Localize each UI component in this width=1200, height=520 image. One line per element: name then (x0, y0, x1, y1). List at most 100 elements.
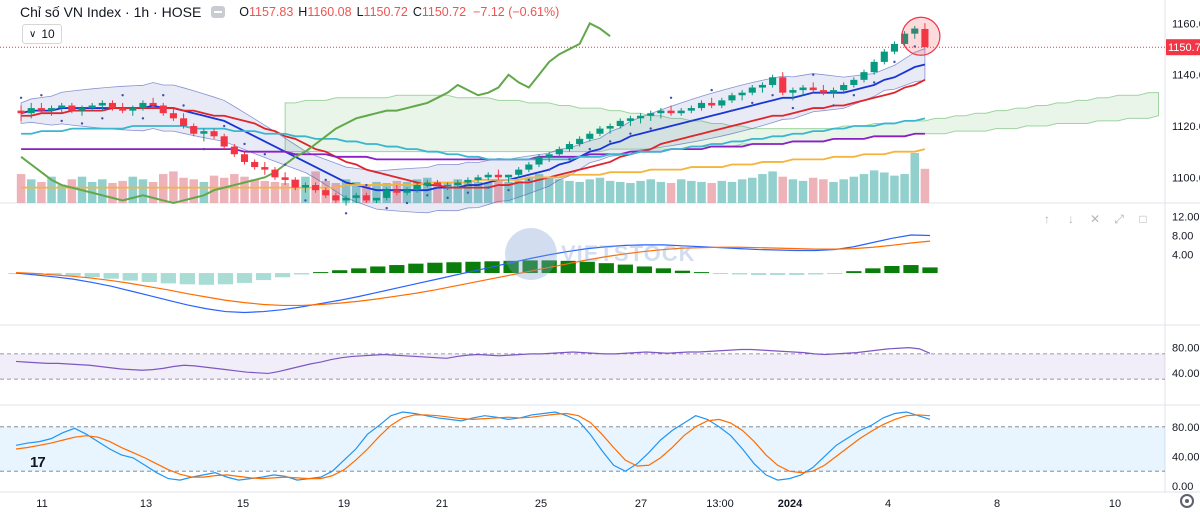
volume-bar (666, 183, 676, 203)
candle-body (667, 110, 675, 114)
volume-bar (260, 180, 270, 203)
candle-body (565, 143, 574, 150)
volume-bar (798, 180, 808, 203)
candle-body (403, 190, 411, 193)
macd-tick-label: 8.00 (1172, 230, 1193, 242)
time-tick-label: 27 (635, 498, 647, 510)
macd-histogram-bar (541, 260, 557, 274)
macd-histogram-bar (712, 273, 729, 275)
candle-body (281, 177, 289, 180)
gear-icon[interactable] (1180, 494, 1194, 508)
candle-body (555, 149, 563, 155)
candle-body (37, 108, 45, 111)
macd-histogram-bar (598, 263, 614, 274)
sar-dot (202, 147, 206, 151)
symbol-title[interactable]: Chỉ số VN Index · 1h · HOSE (20, 4, 202, 20)
arrow-up-icon[interactable]: ↑ (1044, 212, 1050, 226)
candle-body (180, 118, 188, 127)
candle-body (637, 115, 645, 119)
volume-bar (839, 179, 848, 203)
candle-body (799, 87, 807, 91)
time-tick-label: 13 (140, 498, 152, 510)
restore-icon[interactable]: □ (1139, 212, 1147, 226)
sar-dot (283, 163, 287, 166)
volume-bar (778, 176, 788, 203)
volume-bar (849, 176, 859, 203)
sar-dot (405, 201, 409, 205)
sar-dot (466, 191, 470, 194)
volume-bar (656, 181, 666, 203)
sar-dot (304, 199, 307, 202)
macd-histogram-bar (922, 267, 938, 274)
arrow-down-icon[interactable]: ↓ (1068, 212, 1074, 226)
candle-body (647, 113, 655, 116)
volume-bar (189, 179, 198, 203)
volume-bar (910, 153, 920, 203)
volume-bar (646, 179, 655, 203)
maximize-icon[interactable]: ⤢ (1114, 212, 1124, 226)
candle-body (444, 185, 452, 187)
candle-body (88, 105, 96, 109)
sar-dot (344, 212, 348, 215)
rsi-tick-label: 40.00 (1172, 368, 1200, 380)
low-value: L1150.72 (356, 5, 408, 19)
candle-body (139, 102, 147, 109)
eye-icon[interactable] (211, 6, 226, 18)
volume-bar (270, 181, 280, 203)
macd-histogram-bar (332, 270, 348, 274)
volume-bar (494, 179, 503, 203)
sar-dot (771, 94, 774, 97)
candle-body (829, 90, 838, 93)
sar-dot (547, 168, 551, 171)
time-tick-label: 19 (338, 498, 350, 510)
price-axis: 1160.00 1140.00 1120.00 1100.00 1150.7 12.00 8… (1166, 18, 1200, 493)
volume-bar (240, 176, 249, 203)
macd-histogram-bar (84, 273, 100, 278)
stoch-band (0, 426, 1165, 472)
candle-body (27, 108, 35, 114)
candle-body (515, 169, 523, 175)
candle-body (210, 131, 218, 137)
volume-bar (341, 179, 351, 203)
macd-histogram-bar (274, 273, 291, 278)
candle-body (98, 102, 106, 106)
vietstock-watermark: VIETSTOCK (505, 228, 696, 280)
macd-tick-label: 12.00 (1172, 212, 1200, 224)
sar-dot (60, 119, 63, 123)
macd-histogram-bar (294, 273, 310, 275)
volume-bar (890, 175, 899, 203)
sar-dot (710, 88, 713, 92)
volume-bar (98, 179, 107, 203)
time-tick-label: 11 (36, 498, 47, 510)
candle-body (738, 92, 746, 96)
ma-length-dropdown[interactable]: ∨ 10 (22, 24, 62, 44)
close-icon[interactable]: ✕ (1089, 212, 1101, 226)
volume-bar (453, 179, 463, 203)
volume-bar (280, 183, 290, 203)
sar-dot (730, 109, 734, 112)
volume-bar (819, 179, 828, 203)
volume-bar (26, 179, 36, 203)
highlight-circle (901, 16, 941, 56)
macd-histogram-bar (427, 262, 443, 274)
tradingview-logo[interactable]: 17 (30, 454, 46, 471)
stoch-k-line (15, 411, 931, 481)
sar-dot (812, 73, 815, 76)
volume-bar (351, 181, 361, 203)
indicator-panes (0, 234, 1165, 481)
macd-histogram-bar (655, 268, 672, 274)
ma_orange-line (21, 148, 926, 189)
candle-body (474, 177, 482, 180)
macd-histogram-bar (313, 272, 329, 274)
candle-body (78, 108, 86, 111)
time-tick-label: 8 (994, 498, 1000, 510)
sar-dot (324, 178, 327, 182)
candle-body (880, 51, 888, 62)
candle-body (819, 90, 827, 93)
candle-body (789, 90, 797, 93)
candle-body (291, 179, 299, 188)
macd-histogram-bar (370, 266, 386, 274)
candle-body (383, 190, 391, 198)
volume-bar (57, 184, 66, 203)
